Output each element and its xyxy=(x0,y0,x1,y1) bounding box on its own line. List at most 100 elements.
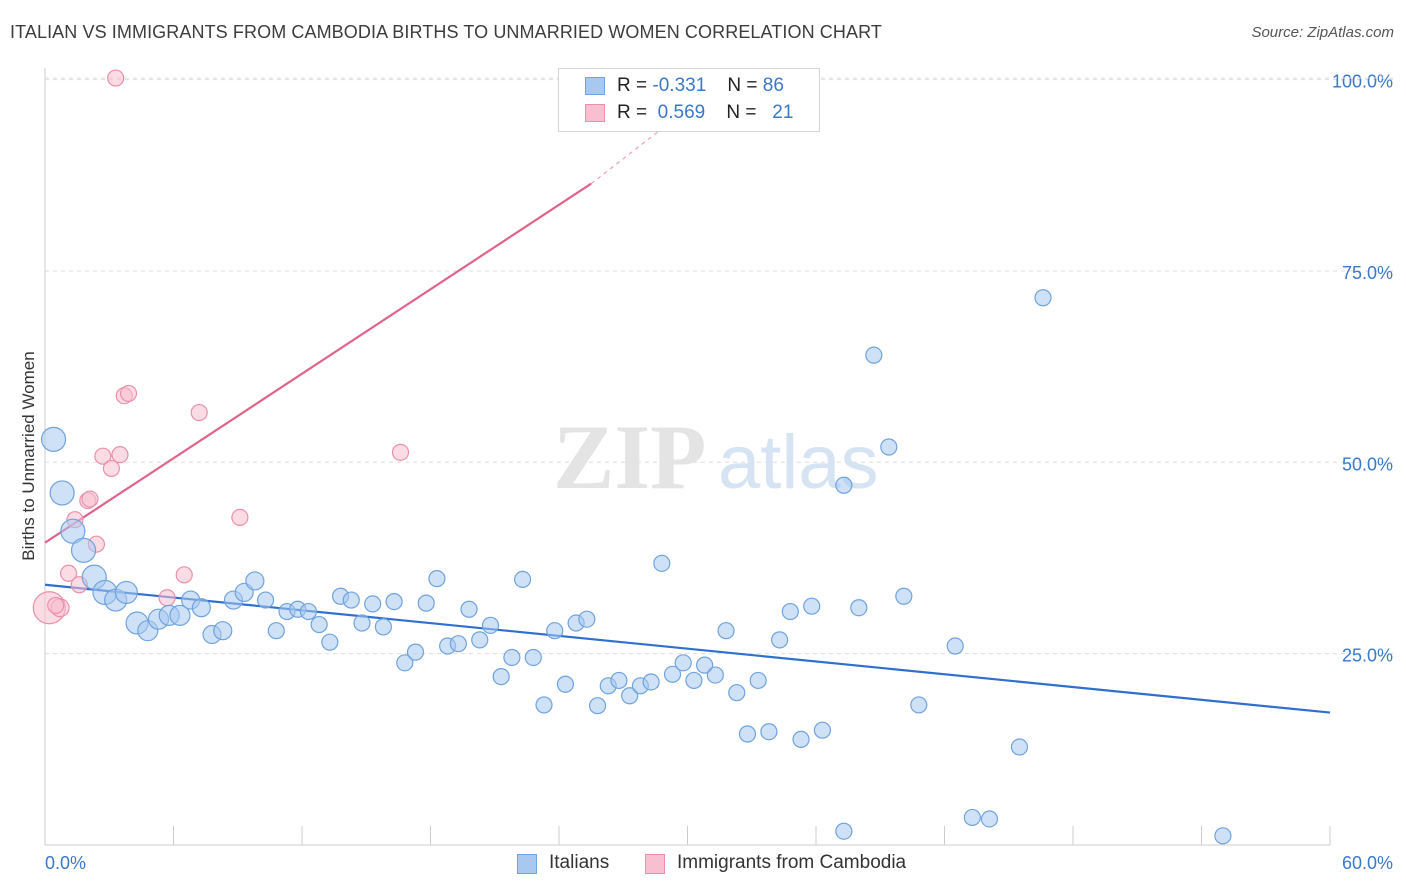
italians-point xyxy=(299,602,318,621)
italians-point xyxy=(946,637,964,655)
italians-point xyxy=(980,810,999,828)
italians-point xyxy=(865,346,883,364)
chart-title: ITALIAN VS IMMIGRANTS FROM CAMBODIA BIRT… xyxy=(10,22,882,42)
italians-point xyxy=(546,622,564,640)
italians-point xyxy=(396,654,414,672)
italians-trend-line xyxy=(44,583,1331,714)
y-tick-label: 75.0% xyxy=(1342,263,1393,283)
y-tick-label: 50.0% xyxy=(1342,454,1393,474)
italians-point xyxy=(191,598,211,618)
italians-point xyxy=(760,723,778,741)
italians-point xyxy=(792,730,810,748)
italians-point xyxy=(749,671,767,690)
cambodia-point xyxy=(94,447,112,465)
italians-point xyxy=(513,570,532,589)
italians-point xyxy=(728,684,746,702)
italians-point xyxy=(492,668,510,686)
cambodia-point xyxy=(190,403,208,422)
italians-point xyxy=(621,687,639,705)
italians-point xyxy=(213,621,233,641)
italians-point xyxy=(588,697,607,715)
x-tick-label: 0.0% xyxy=(45,853,86,873)
italians-point xyxy=(556,675,575,693)
r-value: -0.331 xyxy=(652,75,707,96)
italians-swatch xyxy=(585,77,605,95)
italians-point xyxy=(267,622,285,640)
cambodia-point xyxy=(81,490,99,508)
italians-point xyxy=(674,654,692,672)
italians-point xyxy=(642,673,660,691)
watermark-logo-suffix: atlas xyxy=(718,420,879,505)
italians-point xyxy=(578,610,596,628)
cambodia-point xyxy=(119,384,138,403)
italians-point xyxy=(169,604,191,626)
italians-point xyxy=(428,570,446,588)
cambodia-trend-line xyxy=(44,182,592,544)
cambodia-point xyxy=(231,508,249,527)
italians-point xyxy=(374,618,392,636)
italians-point xyxy=(781,602,799,621)
cambodia-swatch xyxy=(585,104,605,122)
italians-point xyxy=(471,631,489,649)
italians-point xyxy=(245,571,265,591)
italians-point xyxy=(685,671,703,690)
x-tick-label: 60.0% xyxy=(1342,853,1393,873)
italians-point xyxy=(342,591,360,609)
cambodia-legend-swatch xyxy=(645,854,665,874)
italians-point xyxy=(1010,738,1029,756)
italians-point xyxy=(524,648,542,667)
italians-point xyxy=(114,580,138,605)
italians-point xyxy=(738,725,757,743)
italians-point xyxy=(813,721,832,739)
legend-label-italians: Italians xyxy=(549,852,610,873)
n-value: 86 xyxy=(762,75,784,96)
source-label: Source: ZipAtlas.com xyxy=(1251,24,1394,41)
italians-point xyxy=(310,615,328,634)
italians-point xyxy=(60,518,86,544)
italians-point xyxy=(417,594,435,612)
legend-label-cambodia: Immigrants from Cambodia xyxy=(677,852,907,873)
cambodia-point xyxy=(175,566,193,584)
italians-point xyxy=(40,426,67,452)
italians-point xyxy=(610,671,628,690)
cambodia-point xyxy=(158,589,176,607)
italians-point xyxy=(770,631,789,649)
n-value: 21 xyxy=(772,102,794,123)
correlation-legend: R = -0.331 N = 86 R = 0.569 N = 21 xyxy=(558,68,820,132)
italians-point xyxy=(256,591,275,609)
italians-point xyxy=(696,656,714,674)
italians-point xyxy=(321,633,339,651)
italians-point xyxy=(535,696,553,714)
n-label: N = xyxy=(726,102,757,123)
italians-point xyxy=(835,822,853,840)
watermark-logo: ZIP xyxy=(553,406,706,508)
cambodia-point xyxy=(47,596,65,615)
italians-point xyxy=(910,696,928,714)
italians-point xyxy=(706,666,724,684)
italians-point xyxy=(663,665,682,683)
italians-point xyxy=(895,587,913,605)
italians-point xyxy=(353,614,371,632)
italians-point xyxy=(449,635,467,653)
italians-point xyxy=(364,595,382,613)
italians-point xyxy=(835,476,853,494)
italians-point xyxy=(850,599,868,617)
italians-point xyxy=(1034,289,1052,307)
italians-point xyxy=(49,480,75,506)
italians-point xyxy=(385,593,403,611)
italians-point xyxy=(803,597,821,615)
cambodia-point xyxy=(59,564,78,582)
italians-point xyxy=(1214,827,1232,845)
italians-point xyxy=(481,616,500,634)
italians-point xyxy=(503,648,521,667)
y-tick-label: 100.0% xyxy=(1332,72,1393,92)
italians-point xyxy=(717,622,735,640)
cambodia-point xyxy=(102,459,120,478)
italians-legend-swatch xyxy=(517,854,537,874)
italians-point xyxy=(880,438,898,456)
cambodia-point xyxy=(391,443,410,461)
r-label: R = xyxy=(617,75,648,96)
r-value: 0.569 xyxy=(657,102,706,123)
cambodia-point xyxy=(107,69,125,87)
